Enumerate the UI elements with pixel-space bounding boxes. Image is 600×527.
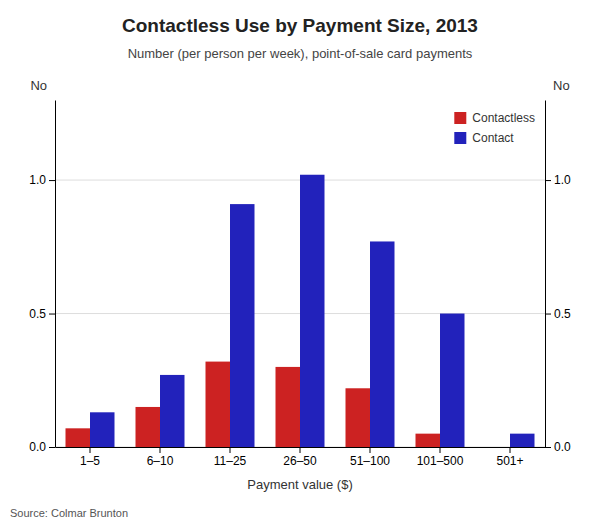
y-tick: 0.0	[545, 440, 571, 454]
bar	[206, 362, 231, 447]
y-tick: 0.0	[29, 440, 55, 454]
x-tick: 1–5	[80, 447, 100, 468]
tick-mark	[160, 447, 161, 453]
subtitle: Number (per person per week), point-of-s…	[128, 46, 473, 61]
tick-label: 1.0	[554, 173, 571, 187]
tick-mark	[440, 447, 441, 453]
legend-label: Contactless	[472, 111, 535, 125]
chart: 1–5 6–10 11–25 26–50 51–100 101–500 501+ 0.0 0.5…	[0, 0, 600, 527]
tick-mark	[545, 314, 551, 315]
y-tick: 0.5	[29, 307, 55, 321]
tick-label: 0.5	[29, 307, 46, 321]
tick-label: 11–25	[214, 454, 247, 468]
bar	[160, 375, 185, 447]
y2-axis-label: No	[553, 78, 570, 93]
x-tick: 101–500	[417, 447, 464, 468]
x-tick: 51–100	[350, 447, 390, 468]
bar	[346, 388, 371, 447]
x-tick: 11–25	[214, 447, 247, 468]
x-axis: 1–5 6–10 11–25 26–50 51–100 101–500 501+	[56, 447, 546, 468]
legend-swatch	[454, 112, 466, 124]
tick-mark	[230, 447, 231, 453]
tick-label: 101–500	[417, 454, 464, 468]
tick-mark	[49, 180, 55, 181]
bar	[416, 434, 441, 447]
y2-axis: 0.0 0.5 1.0	[545, 101, 571, 455]
title: Contactless Use by Payment Size, 2013	[122, 15, 478, 36]
tick-mark	[545, 447, 551, 448]
bar	[300, 175, 325, 447]
y-tick: 1.0	[29, 173, 55, 187]
tick-mark	[49, 447, 55, 448]
axis-line	[545, 101, 546, 448]
bar	[276, 367, 301, 447]
bar	[510, 434, 535, 447]
axis-line	[55, 101, 56, 448]
tick-label: 1.0	[29, 173, 46, 187]
y-tick: 0.5	[545, 307, 571, 321]
bar	[136, 407, 161, 447]
tick-mark	[90, 447, 91, 453]
bar	[486, 447, 511, 448]
tick-mark	[510, 447, 511, 453]
tick-label: 6–10	[147, 454, 174, 468]
tick-label: 51–100	[350, 454, 390, 468]
legend-item: Contact	[454, 131, 514, 145]
bar	[230, 204, 255, 447]
tick-mark	[545, 180, 551, 181]
tick-label: 0.0	[29, 440, 46, 454]
legend-item: Contactless	[454, 111, 535, 125]
tick-label: 0.5	[554, 307, 571, 321]
x-tick: 501+	[496, 447, 523, 468]
plot: 1–5 6–10 11–25 26–50 51–100 101–500 501+ 0.0 0.5…	[29, 101, 571, 468]
bar	[90, 412, 115, 447]
bars	[66, 175, 535, 447]
series	[90, 175, 535, 447]
tick-mark	[300, 447, 301, 453]
bar	[440, 314, 465, 447]
tick-label: 501+	[496, 454, 523, 468]
tick-mark	[49, 314, 55, 315]
legend-label: Contact	[472, 131, 514, 145]
x-axis-label: Payment value ($)	[247, 477, 353, 492]
x-tick: 26–50	[283, 447, 317, 468]
tick-label: 0.0	[554, 440, 571, 454]
y-axis-label: No	[30, 78, 47, 93]
bar	[66, 428, 91, 447]
tick-mark	[370, 447, 371, 453]
bar	[370, 241, 395, 447]
legend: Contactless Contact	[454, 111, 535, 145]
y-axis: 0.0 0.5 1.0	[29, 101, 55, 455]
annotation: Source: Colmar Brunton	[10, 507, 128, 519]
x-tick: 6–10	[147, 447, 174, 468]
legend-swatch	[454, 132, 466, 144]
y-tick: 1.0	[545, 173, 571, 187]
tick-label: 26–50	[283, 454, 317, 468]
tick-label: 1–5	[80, 454, 100, 468]
